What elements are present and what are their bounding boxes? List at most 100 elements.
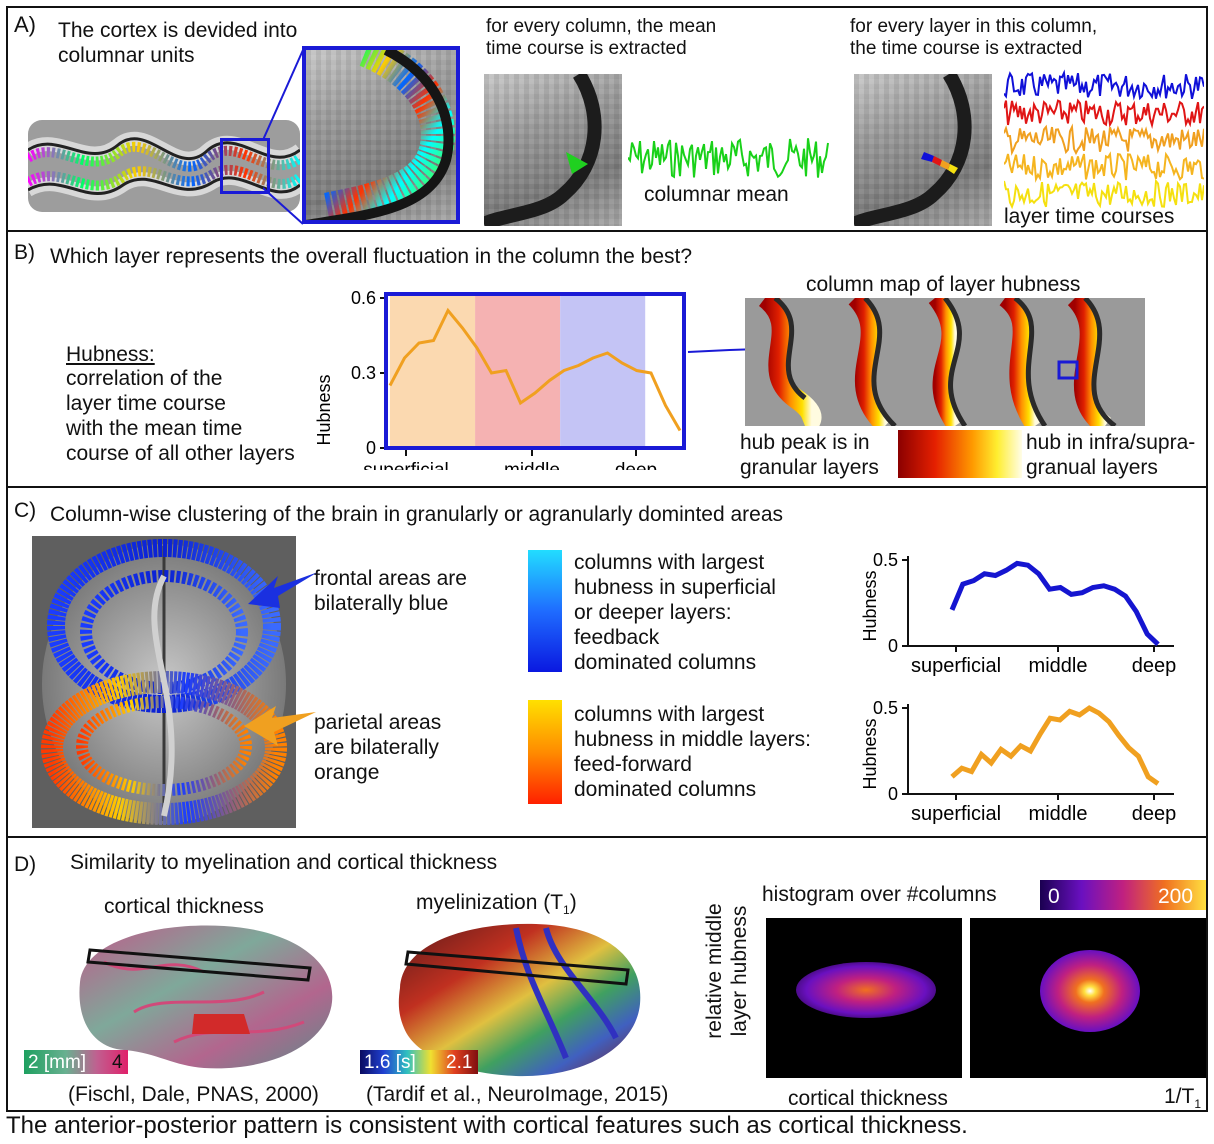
xtick: middle: [1029, 803, 1088, 825]
hubness-y-label: Hubness: [314, 374, 334, 445]
histogram-y-label: relative middle layer hubness: [703, 903, 751, 1039]
myelin-citation: (Tardif et al., NeuroImage, 2015): [366, 1083, 669, 1106]
histogram-x2-label: 1/T1: [1164, 1084, 1201, 1117]
hubness-line: [388, 307, 682, 432]
column-layers-svg: [854, 74, 972, 226]
myelin-scale-lo: 1.6 [s]: [364, 1052, 416, 1073]
column-map-title: column map of layer hubness: [806, 273, 1081, 296]
xtick: middle: [1029, 655, 1088, 677]
layer-caption: for every layer in this column, the time…: [850, 16, 1098, 59]
column-mean-svg: [484, 74, 602, 226]
frontal-note: frontal areas are bilaterally blue: [314, 567, 467, 615]
ytick: 0.5: [873, 698, 898, 718]
hubness-y-label: Hubness: [860, 718, 880, 789]
hubness-ytick: 0.6: [351, 288, 376, 308]
panel-d: D) Similarity to myelination and cortica…: [6, 836, 1208, 1112]
layer-trace-label: layer time courses: [1004, 205, 1175, 228]
myelin-brain-svg: [398, 923, 641, 1077]
mean-trace-label: columnar mean: [644, 183, 789, 206]
ytick: 0: [888, 784, 898, 804]
cbar-right-label: hub in infra/supra- granual layers: [1026, 431, 1196, 479]
cbar-left-label: hub peak is in granular layers: [740, 431, 879, 479]
orange-legend-swatch: [528, 700, 562, 804]
histogram-x1-label: cortical thickness: [788, 1087, 948, 1110]
histogram-cbar-hi: 200: [1158, 885, 1194, 908]
panel-b-question: Which layer represents the overall fluct…: [50, 245, 693, 268]
band-middle: [475, 294, 561, 448]
hubness-y-label: Hubness: [860, 570, 880, 641]
panel-c-title: Column-wise clustering of the brain in g…: [50, 503, 784, 526]
thickness-scale-bar: [24, 1050, 128, 1074]
hubness-ytick: 0.3: [351, 363, 376, 383]
column-map-svg: [745, 298, 1145, 426]
panel-d-label: D): [14, 853, 37, 876]
zoom-column-svg: [306, 50, 455, 220]
footer-caption: The anterior-posterior pattern is consis…: [6, 1112, 968, 1139]
selected-column-marker: [566, 152, 588, 174]
histogram-inv-t1: [970, 918, 1206, 1078]
thickness-scale-hi: 4: [112, 1052, 123, 1073]
hubness-def-title: Hubness:: [66, 343, 155, 366]
band-superficial: [390, 294, 476, 448]
thickness-scale-lo: 2 [mm]: [28, 1052, 87, 1073]
brain-cluster-image: [32, 536, 296, 828]
band-deep: [560, 294, 646, 448]
panel-a-label: A): [14, 12, 36, 37]
thickness-brain-image: [74, 922, 338, 1074]
frontal-arrow: [248, 572, 318, 608]
hubness-chart-frame: [384, 292, 686, 450]
myelin-title-text: myelinization (T: [416, 891, 564, 914]
hubness-def-text: correlation of the layer time course wit…: [66, 367, 295, 465]
myelin-title-close: ): [569, 891, 577, 914]
panel-c-label: C): [14, 499, 37, 522]
panel-a-title: The cortex is devided into columnar unit…: [58, 19, 298, 67]
thickness-brain-svg: [79, 925, 333, 1069]
panel-b: B) Which layer represents the overall fl…: [6, 230, 1208, 488]
histogram-title: histogram over #columns: [762, 883, 997, 906]
panel-c: C) Column-wise clustering of the brain i…: [6, 486, 1208, 838]
layer-time-courses: [1004, 69, 1204, 210]
myelin-scale-bar: [360, 1050, 478, 1074]
thickness-title: cortical thickness: [104, 895, 264, 918]
histogram-cbar-lo: 0: [1048, 885, 1060, 908]
thickness-citation: (Fischl, Dale, PNAS, 2000): [68, 1083, 319, 1106]
xtick: superficial: [911, 655, 1001, 677]
parietal-note: parietal areas are bilaterally orange: [314, 711, 442, 784]
panel-d-title: Similarity to myelination and cortical t…: [70, 851, 498, 874]
zoom-connector-lines: [263, 49, 304, 225]
myelin-title-sub: 1: [563, 903, 570, 918]
mean-time-course: [628, 137, 829, 179]
cortex-overview-image: [28, 120, 300, 212]
zoom-column-image: [302, 46, 460, 224]
hubness-colorbar: [898, 430, 1022, 478]
histogram-thickness: [766, 918, 962, 1078]
parietal-arrow: [244, 706, 316, 746]
hubness-xtick: middle: [504, 460, 560, 470]
column-mean-image: [484, 74, 622, 226]
cortex-overview-svg: [28, 120, 300, 212]
panel-a: A) The cortex is devided into columnar u…: [6, 6, 1208, 232]
hubness-line: [950, 705, 1160, 786]
map-selected-column-box: [1057, 360, 1079, 380]
xtick: deep: [1132, 655, 1177, 677]
myelin-scale-hi: 2.1: [446, 1052, 473, 1073]
orange-legend-text: columns with largest hubness in middle l…: [574, 703, 811, 801]
hubness-chart: Hubness 0 0.3 0.6 superficial middle deep: [314, 288, 686, 470]
myelin-title: myelinization (T1): [416, 890, 577, 923]
ytick: 0: [888, 636, 898, 656]
brain-cluster-svg: [41, 539, 287, 825]
histogram-colorbar: [1040, 880, 1206, 910]
column-layers-image: [854, 74, 992, 226]
hubness-xtick: deep: [615, 460, 657, 470]
hubness-line: [949, 560, 1160, 647]
xtick: deep: [1132, 803, 1177, 825]
blue-legend-swatch: [528, 550, 562, 672]
xtick: superficial: [911, 803, 1001, 825]
blue-hubness-chart: Hubness 0 0.5 superficial middle deep: [860, 550, 1177, 677]
ytick: 0.5: [873, 550, 898, 570]
orange-hubness-chart: Hubness 0 0.5 superficial middle deep: [860, 698, 1177, 825]
column-map-image: [745, 298, 1145, 426]
myelin-brain-image: [396, 918, 646, 1082]
panel-b-label: B): [14, 241, 35, 264]
blue-legend-text: columns with largest hubness in superfic…: [574, 551, 776, 674]
